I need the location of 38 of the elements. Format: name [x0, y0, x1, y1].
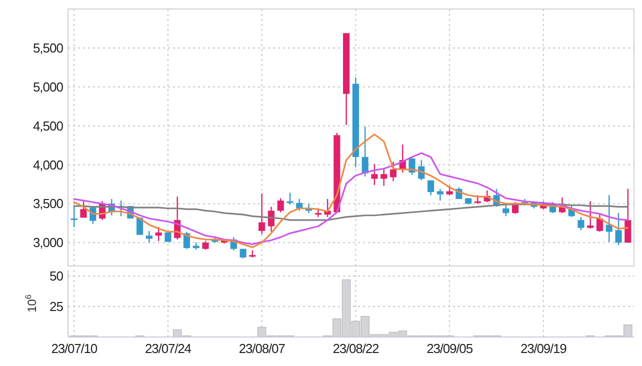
- candlestick: [615, 212, 622, 246]
- x-tick-label: 23/07/24: [145, 341, 192, 356]
- candlestick: [258, 192, 266, 235]
- y-tick-label: 4,500: [32, 118, 64, 134]
- x-tick-label: 23/07/10: [51, 341, 98, 356]
- y-tick-label: 25: [50, 299, 64, 314]
- y-tick-label: 3,500: [32, 196, 64, 212]
- candlestick: [371, 163, 378, 186]
- y-tick-label: 3,000: [32, 235, 64, 250]
- candlestick: [277, 198, 284, 213]
- candlestick: [436, 188, 444, 202]
- x-tick-label: 23/09/19: [520, 341, 567, 356]
- y-tick-label: 4,000: [32, 157, 64, 172]
- x-tick-label: 23/09/05: [426, 341, 473, 356]
- candlestick: [362, 126, 368, 178]
- candlestick: [164, 232, 172, 242]
- candlestick: [408, 157, 416, 176]
- candlestick: [578, 216, 584, 231]
- candlestick: [502, 203, 510, 217]
- candlestick: [606, 194, 612, 242]
- x-tick-label: 23/08/22: [332, 341, 379, 356]
- candlestick: [380, 168, 388, 186]
- x-tick-label: 23/08/07: [238, 341, 286, 356]
- candlestick: [268, 206, 274, 232]
- candlestick: [446, 185, 453, 196]
- y-tick-label: 5,000: [32, 79, 64, 94]
- candlestick: [286, 192, 294, 206]
- candlestick: [80, 200, 87, 218]
- candlestick: [587, 200, 594, 230]
- y-tick-label: 50: [50, 268, 64, 284]
- candlestick: [428, 180, 434, 196]
- y-tick-label: 5,500: [32, 40, 64, 56]
- candlestick: [155, 226, 162, 242]
- candlestick: [70, 205, 78, 228]
- candlestick: [596, 213, 604, 232]
- candlestick: [390, 161, 397, 182]
- candlestick: [146, 230, 152, 244]
- candlestick: [624, 188, 632, 244]
